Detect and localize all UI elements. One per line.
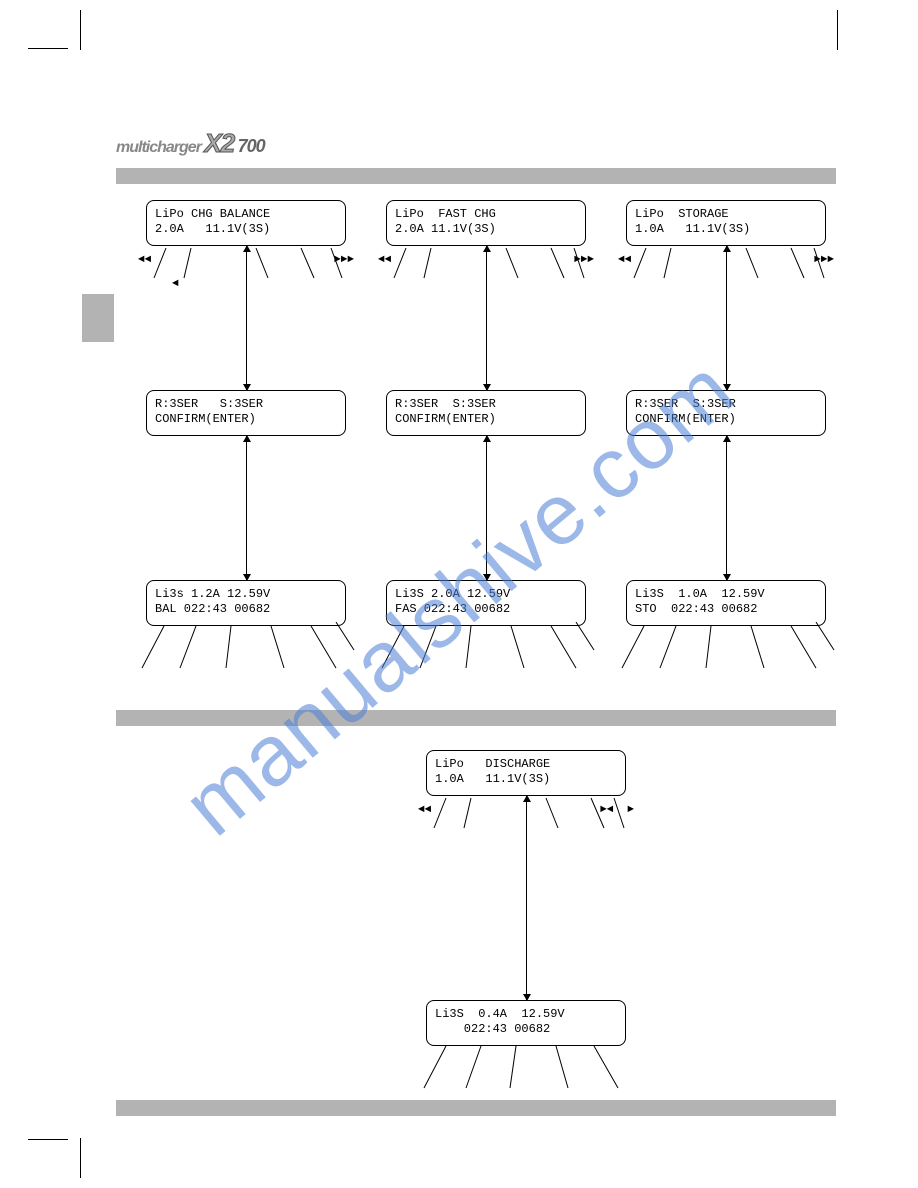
arrow-left-icon: ◄: [138, 254, 145, 266]
section-bar-bottom: [116, 1100, 836, 1116]
arrow-left-icon: ◄: [378, 254, 385, 266]
arrow-left-icon: ◄: [425, 804, 432, 816]
flow-connector: [246, 436, 247, 580]
logo-text-700: 700: [238, 136, 265, 156]
arrow-right-icon: ►: [347, 254, 354, 266]
lcd-line: BAL 022:43 00682: [155, 602, 270, 616]
lcd-line: CONFIRM(ENTER): [155, 412, 256, 426]
flow-column-fast: LiPo FAST CHG 2.0A 11.1V(3S) ◄ ◄ ► ► ► R…: [376, 200, 596, 690]
flow-connector: [486, 246, 487, 390]
lcd-line: CONFIRM(ENTER): [635, 412, 736, 426]
arrow-right-icon: ►: [821, 254, 828, 266]
arrow-left-icon: ◄: [607, 804, 614, 816]
lcd-line: LiPo FAST CHG: [395, 207, 496, 221]
flow-connector: [726, 246, 727, 390]
lcd-discharge-setup: LiPo DISCHARGE 1.0A 11.1V(3S): [426, 750, 626, 796]
arrow-left-icon: ◄: [172, 278, 179, 290]
lcd-line: CONFIRM(ENTER): [395, 412, 496, 426]
flowchart-discharge: LiPo DISCHARGE 1.0A 11.1V(3S) ◄ ◄ ► ◄ ► …: [116, 750, 836, 1080]
flow-connector: [486, 436, 487, 580]
lcd-storage-confirm: R:3SER S:3SER CONFIRM(ENTER): [626, 390, 826, 436]
callout-lines: [416, 1040, 636, 1090]
flow-connector: [526, 796, 527, 1000]
lcd-line: FAS 022:43 00682: [395, 602, 510, 616]
callout-lines: [376, 620, 596, 670]
flow-column-discharge: LiPo DISCHARGE 1.0A 11.1V(3S) ◄ ◄ ► ◄ ► …: [416, 750, 636, 1080]
lcd-line: R:3SER S:3SER: [155, 397, 263, 411]
section-bar-top: [116, 168, 836, 184]
lcd-storage-setup: LiPo STORAGE 1.0A 11.1V(3S): [626, 200, 826, 246]
lcd-line: Li3S 2.0A 12.59V: [395, 587, 510, 601]
arrow-right-icon: ►: [827, 254, 834, 266]
crop-mark: [80, 1138, 81, 1178]
lcd-storage-run: Li3S 1.0A 12.59V STO 022:43 00682: [626, 580, 826, 626]
lcd-discharge-run: Li3S 0.4A 12.59V 022:43 00682: [426, 1000, 626, 1046]
side-tab: [82, 294, 114, 342]
lcd-line: 1.0A 11.1V(3S): [435, 772, 550, 786]
flow-connector: [246, 246, 247, 390]
lcd-line: LiPo DISCHARGE: [435, 757, 550, 771]
flow-column-storage: LiPo STORAGE 1.0A 11.1V(3S) ◄ ◄ ► ► ► R:…: [616, 200, 836, 690]
lcd-line: Li3s 1.2A 12.59V: [155, 587, 270, 601]
arrow-left-icon: ◄: [145, 254, 152, 266]
arrow-left-icon: ◄: [625, 254, 632, 266]
crop-mark: [28, 1139, 68, 1140]
arrow-right-icon: ►: [587, 254, 594, 266]
arrow-left-icon: ◄: [418, 804, 425, 816]
lcd-line: STO 022:43 00682: [635, 602, 757, 616]
crop-mark: [80, 10, 81, 50]
arrow-right-icon: ►: [600, 804, 607, 816]
arrow-left-icon: ◄: [385, 254, 392, 266]
lcd-line: R:3SER S:3SER: [635, 397, 736, 411]
lcd-line: R:3SER S:3SER: [395, 397, 496, 411]
arrow-right-icon: ►: [341, 254, 348, 266]
callout-lines: [136, 620, 356, 670]
crop-mark: [837, 10, 838, 50]
lcd-line: 1.0A 11.1V(3S): [635, 222, 750, 236]
lcd-fast-setup: LiPo FAST CHG 2.0A 11.1V(3S): [386, 200, 586, 246]
logo-text-multicharger: multicharger: [116, 139, 201, 156]
arrow-right-icon: ►: [334, 254, 341, 266]
crop-mark: [28, 48, 68, 49]
lcd-line: LiPo STORAGE: [635, 207, 729, 221]
arrow-right-icon: ►: [574, 254, 581, 266]
arrow-right-icon: ►: [814, 254, 821, 266]
lcd-line: 022:43 00682: [435, 1022, 550, 1036]
lcd-line: 2.0A 11.1V(3S): [395, 222, 496, 236]
lcd-balance-confirm: R:3SER S:3SER CONFIRM(ENTER): [146, 390, 346, 436]
section-bar-mid: [116, 710, 836, 726]
lcd-fast-run: Li3S 2.0A 12.59V FAS 022:43 00682: [386, 580, 586, 626]
lcd-balance-setup: LiPo CHG BALANCE 2.0A 11.1V(3S): [146, 200, 346, 246]
lcd-line: LiPo CHG BALANCE: [155, 207, 270, 221]
arrow-right-icon: ►: [627, 804, 634, 816]
lcd-fast-confirm: R:3SER S:3SER CONFIRM(ENTER): [386, 390, 586, 436]
lcd-line: Li3S 1.0A 12.59V: [635, 587, 765, 601]
lcd-line: 2.0A 11.1V(3S): [155, 222, 270, 236]
flow-column-balance: LiPo CHG BALANCE 2.0A 11.1V(3S) ◄ ◄ ► ► …: [136, 200, 356, 690]
logo-text-x2: X2: [204, 128, 234, 158]
callout-lines: [616, 620, 836, 670]
product-logo: multicharger X2 700: [116, 128, 265, 159]
flowchart-charge-modes: LiPo CHG BALANCE 2.0A 11.1V(3S) ◄ ◄ ► ► …: [116, 200, 836, 690]
lcd-line: Li3S 0.4A 12.59V: [435, 1007, 565, 1021]
arrow-right-icon: ►: [581, 254, 588, 266]
page: multicharger X2 700 LiPo CHG BALANCE 2.0…: [82, 50, 836, 1138]
arrow-left-icon: ◄: [618, 254, 625, 266]
flow-connector: [726, 436, 727, 580]
lcd-balance-run: Li3s 1.2A 12.59V BAL 022:43 00682: [146, 580, 346, 626]
